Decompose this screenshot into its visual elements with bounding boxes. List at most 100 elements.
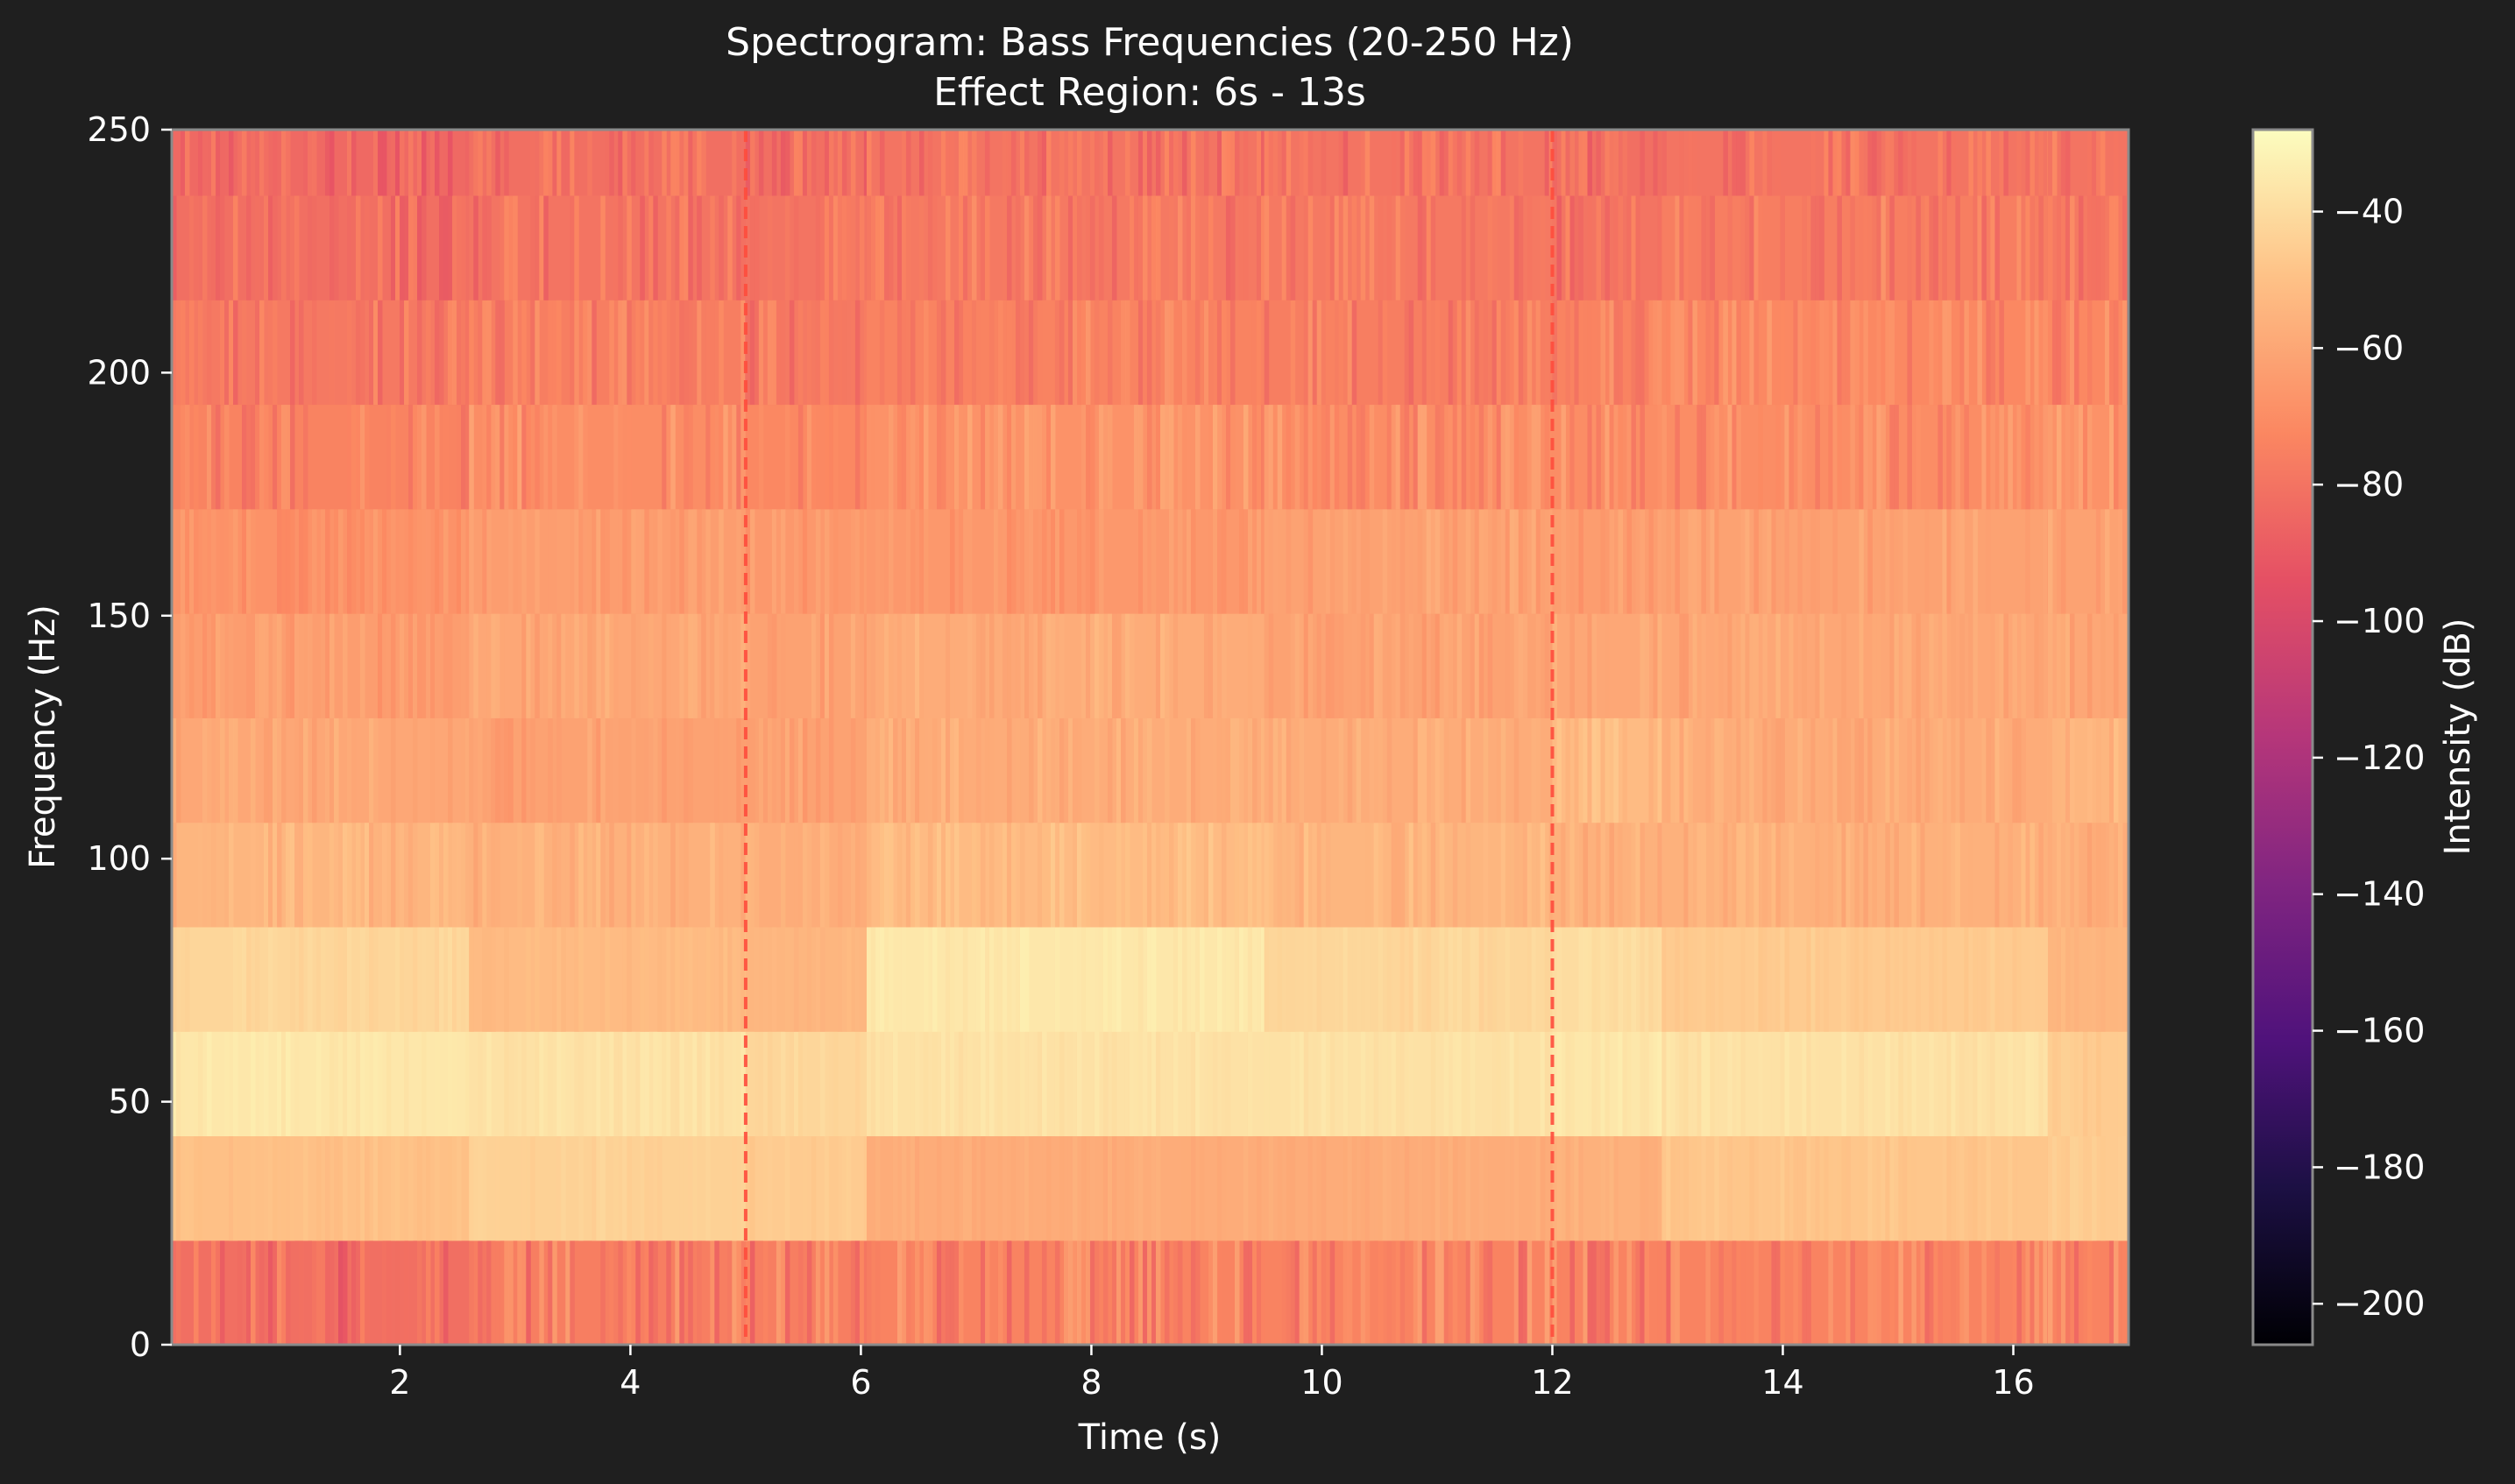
- heatmap-texture: [1618, 926, 1623, 1032]
- heatmap-texture: [1408, 508, 1414, 614]
- heatmap-texture: [1085, 1135, 1091, 1241]
- heatmap-texture: [299, 613, 304, 718]
- heatmap-texture: [767, 1135, 773, 1241]
- heatmap-texture: [499, 613, 505, 718]
- heatmap-texture: [1640, 1135, 1645, 1241]
- heatmap-texture: [1986, 1031, 1991, 1137]
- heatmap-texture: [2051, 1031, 2058, 1137]
- heatmap-texture: [2030, 822, 2035, 928]
- heatmap-texture: [675, 926, 680, 1032]
- heatmap-texture: [1535, 926, 1541, 1032]
- heatmap-texture: [2047, 508, 2053, 614]
- heatmap-texture: [1505, 508, 1511, 614]
- heatmap-texture: [2043, 1031, 2048, 1137]
- heatmap-texture: [1002, 822, 1008, 928]
- heatmap-texture: [539, 822, 544, 928]
- heatmap-texture: [927, 130, 933, 196]
- heatmap-texture: [1653, 300, 1658, 406]
- heatmap-texture: [824, 194, 830, 300]
- heatmap-texture: [1819, 1135, 1824, 1241]
- heatmap-texture: [1872, 717, 1877, 823]
- heatmap-texture: [1569, 613, 1575, 718]
- heatmap-texture: [1846, 130, 1851, 196]
- heatmap-texture: [776, 300, 782, 406]
- heatmap-texture: [281, 508, 287, 614]
- heatmap-texture: [971, 130, 977, 196]
- heatmap-texture: [587, 1031, 592, 1137]
- heatmap-texture: [1780, 1135, 1785, 1241]
- heatmap-texture: [1452, 300, 1458, 406]
- heatmap-texture: [1846, 300, 1851, 406]
- heatmap-texture: [1951, 508, 1956, 614]
- heatmap-texture: [578, 822, 584, 928]
- heatmap-texture: [854, 508, 861, 614]
- heatmap-texture: [413, 926, 418, 1032]
- heatmap-texture: [2095, 194, 2101, 300]
- heatmap-texture: [1784, 1031, 1789, 1137]
- heatmap-texture: [303, 404, 308, 510]
- heatmap-texture: [949, 508, 955, 614]
- heatmap-texture: [1386, 194, 1392, 300]
- heatmap-texture: [255, 926, 260, 1032]
- heatmap-texture: [185, 508, 190, 614]
- heatmap-texture: [1281, 130, 1287, 196]
- heatmap-texture: [701, 130, 706, 196]
- heatmap-texture: [1683, 822, 1689, 928]
- heatmap-texture: [1648, 1135, 1654, 1241]
- heatmap-texture: [268, 822, 273, 928]
- colorbar: −40−60−80−100−120−140−160−180−200: [2251, 128, 2425, 1346]
- heatmap-texture: [1675, 1135, 1680, 1241]
- heatmap-texture: [767, 613, 773, 718]
- heatmap-texture: [1938, 1031, 1943, 1137]
- heatmap-texture: [1587, 300, 1592, 406]
- heatmap-texture: [1452, 508, 1458, 614]
- heatmap-texture: [486, 822, 492, 928]
- heatmap-texture: [832, 404, 839, 510]
- heatmap-texture: [635, 508, 641, 614]
- heatmap-texture: [1229, 717, 1236, 823]
- heatmap-texture: [465, 130, 471, 196]
- heatmap-texture: [1456, 613, 1463, 718]
- heatmap-texture: [1264, 822, 1270, 928]
- heatmap-texture: [1824, 300, 1829, 406]
- heatmap-texture: [1841, 926, 1846, 1032]
- heatmap-texture: [949, 130, 955, 196]
- heatmap-texture: [1527, 300, 1533, 406]
- heatmap-texture: [1758, 194, 1763, 300]
- heatmap-texture: [273, 926, 278, 1032]
- heatmap-texture: [556, 1031, 562, 1137]
- heatmap-texture: [504, 404, 509, 510]
- heatmap-texture: [1981, 194, 1987, 300]
- heatmap-texture: [452, 822, 457, 928]
- heatmap-texture: [1951, 1031, 1956, 1137]
- heatmap-texture: [971, 300, 977, 406]
- heatmap-texture: [1942, 822, 1947, 928]
- heatmap-texture: [1784, 1135, 1789, 1241]
- heatmap-texture: [565, 1031, 570, 1137]
- heatmap-texture: [1116, 822, 1122, 928]
- heatmap-texture: [679, 1135, 684, 1241]
- heatmap-texture: [299, 926, 304, 1032]
- heatmap-texture: [1986, 130, 1991, 196]
- heatmap-texture: [1448, 300, 1454, 406]
- heatmap-texture: [2060, 1031, 2066, 1137]
- heatmap-texture: [657, 508, 662, 614]
- heatmap-texture: [526, 1240, 531, 1345]
- heatmap-texture: [905, 300, 911, 406]
- heatmap-texture: [1670, 300, 1675, 406]
- heatmap-texture: [185, 130, 190, 196]
- heatmap-texture: [1474, 926, 1480, 1032]
- heatmap-texture: [988, 300, 995, 406]
- heatmap-texture: [486, 1031, 492, 1137]
- heatmap-texture: [888, 508, 894, 614]
- heatmap-texture: [1723, 822, 1728, 928]
- heatmap-texture: [478, 717, 483, 823]
- heatmap-texture: [1268, 1135, 1274, 1241]
- heatmap-texture: [1802, 404, 1807, 510]
- heatmap-texture: [229, 1135, 234, 1241]
- heatmap-texture: [1679, 1031, 1684, 1137]
- heatmap-texture: [1540, 822, 1546, 928]
- heatmap-texture: [754, 300, 760, 406]
- heatmap-texture: [1378, 717, 1384, 823]
- heatmap-texture: [426, 613, 431, 718]
